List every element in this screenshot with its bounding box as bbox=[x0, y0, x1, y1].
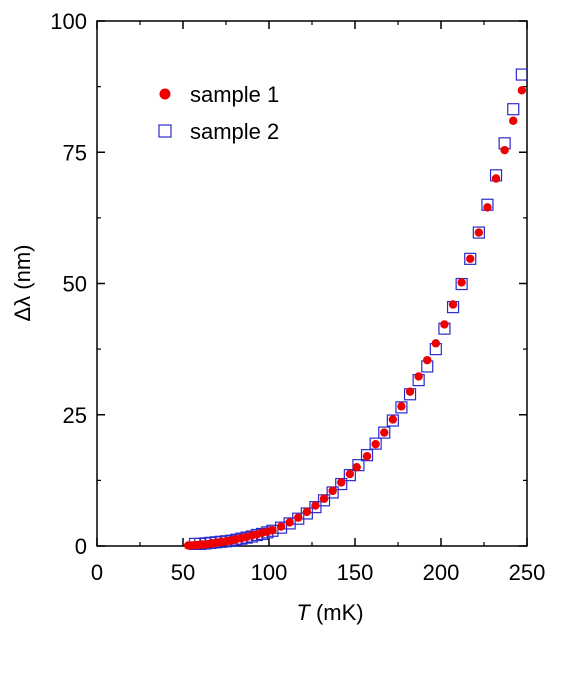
data-point-sample-2 bbox=[283, 517, 296, 530]
data-point-sample-1 bbox=[440, 320, 449, 329]
data-point-sample-1 bbox=[491, 174, 501, 183]
data-point-sample-1 bbox=[397, 402, 406, 411]
data-point-sample-1 bbox=[500, 145, 509, 155]
x-tick-label: 50 bbox=[171, 560, 195, 585]
x-axis-variable: T bbox=[296, 600, 311, 625]
data-point-sample-1 bbox=[345, 469, 355, 479]
data-point-sample-2 bbox=[386, 414, 399, 427]
legend-marker-sample-1 bbox=[159, 88, 171, 100]
x-tick-label: 150 bbox=[337, 560, 374, 585]
legend-label-sample-1: sample 1 bbox=[190, 82, 279, 107]
legend: sample 1 sample 2 bbox=[158, 82, 279, 144]
data-point-sample-1 bbox=[285, 518, 294, 527]
data-point-sample-1 bbox=[302, 507, 312, 517]
y-tick-label: 75 bbox=[63, 140, 87, 165]
data-point-sample-2 bbox=[472, 226, 485, 239]
data-point-sample-1 bbox=[319, 494, 329, 503]
data-point-sample-1 bbox=[517, 86, 527, 95]
data-point-sample-2 bbox=[515, 68, 528, 81]
data-point-sample-2 bbox=[464, 252, 477, 265]
data-point-sample-1 bbox=[414, 372, 423, 381]
x-axis-label: T (mK) bbox=[296, 600, 363, 625]
axis-ticks: 0 50 100 150 200 250 0 25 50 75 100 bbox=[50, 9, 545, 585]
data-point-sample-2 bbox=[343, 469, 356, 482]
x-tick-label: 250 bbox=[509, 560, 546, 585]
data-point-sample-1 bbox=[311, 501, 320, 510]
data-point-sample-1 bbox=[352, 463, 361, 472]
data-point-sample-1 bbox=[474, 228, 484, 237]
data-point-sample-1 bbox=[448, 300, 458, 309]
data-point-sample-1 bbox=[466, 254, 475, 264]
data-point-sample-1 bbox=[380, 428, 389, 437]
series-layer bbox=[183, 68, 528, 551]
data-point-sample-1 bbox=[371, 439, 380, 449]
y-tick-label: 25 bbox=[63, 403, 87, 428]
data-point-sample-1 bbox=[276, 522, 286, 531]
data-point-sample-1 bbox=[268, 526, 277, 535]
series-1 bbox=[183, 86, 527, 550]
x-axis-unit: (mK) bbox=[310, 600, 364, 625]
data-point-sample-2 bbox=[369, 437, 382, 450]
data-point-sample-1 bbox=[362, 452, 372, 461]
data-point-sample-1 bbox=[294, 513, 303, 522]
data-point-sample-1 bbox=[405, 387, 415, 396]
y-tick-label: 100 bbox=[50, 9, 87, 34]
data-point-sample-2 bbox=[378, 426, 391, 439]
y-axis-label: Δλ (nm) bbox=[10, 244, 35, 321]
data-point-sample-1 bbox=[483, 203, 492, 212]
data-point-sample-2 bbox=[507, 103, 520, 116]
data-point-sample-1 bbox=[509, 116, 518, 125]
x-tick-label: 0 bbox=[91, 560, 103, 585]
legend-marker-sample-2 bbox=[158, 124, 172, 138]
y-tick-label: 0 bbox=[75, 534, 87, 559]
data-point-sample-1 bbox=[431, 339, 441, 348]
x-tick-label: 100 bbox=[251, 560, 288, 585]
data-point-sample-1 bbox=[328, 486, 337, 496]
x-tick-label: 200 bbox=[423, 560, 460, 585]
data-point-sample-2 bbox=[360, 449, 374, 462]
data-point-sample-1 bbox=[457, 278, 466, 287]
data-point-sample-1 bbox=[423, 355, 432, 365]
y-tick-label: 50 bbox=[63, 272, 87, 297]
data-point-sample-1 bbox=[337, 478, 346, 487]
data-point-sample-2 bbox=[395, 401, 408, 414]
legend-label-sample-2: sample 2 bbox=[190, 119, 279, 144]
data-point-sample-1 bbox=[388, 415, 398, 424]
